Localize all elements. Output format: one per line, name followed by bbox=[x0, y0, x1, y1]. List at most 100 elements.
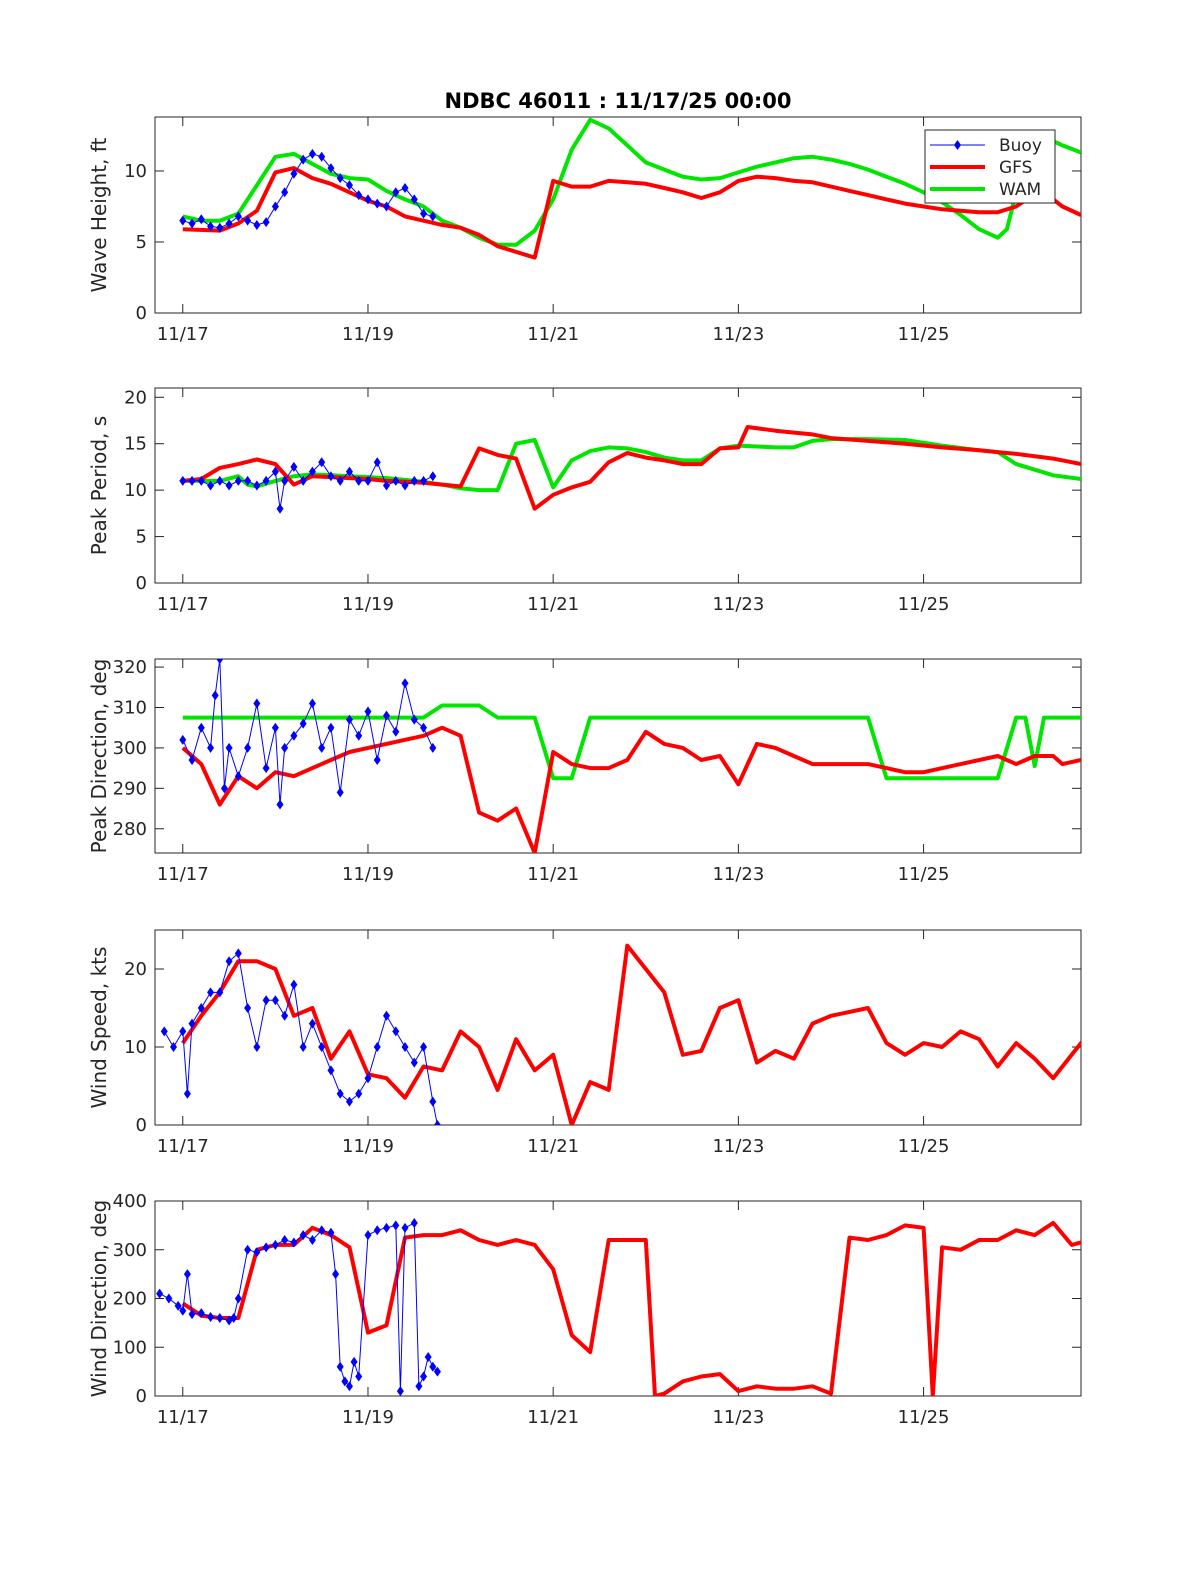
x-tick-label: 11/23 bbox=[712, 1407, 764, 1428]
x-tick-label: 11/21 bbox=[527, 1136, 579, 1157]
buoy-point bbox=[271, 722, 279, 733]
buoy-point bbox=[230, 1313, 238, 1323]
buoy-point bbox=[341, 1376, 349, 1387]
buoy-point bbox=[253, 480, 261, 491]
buoy-point bbox=[290, 979, 298, 990]
x-tick-label: 11/19 bbox=[342, 864, 394, 885]
y-axis-label: Wave Height, ft bbox=[87, 138, 111, 293]
buoy-point bbox=[401, 678, 409, 689]
buoy-point bbox=[207, 480, 215, 491]
buoy-point bbox=[179, 475, 187, 486]
y-tick-label: 10 bbox=[124, 1037, 147, 1058]
series-group bbox=[179, 659, 1081, 853]
buoy-point bbox=[401, 183, 409, 194]
gfs-series-line bbox=[182, 425, 1081, 511]
buoy-point bbox=[244, 1003, 252, 1013]
buoy-point bbox=[327, 163, 335, 174]
buoy-point bbox=[336, 173, 344, 184]
y-tick-label: 300 bbox=[113, 1240, 147, 1261]
legend-gfs-label: GFS bbox=[999, 158, 1032, 178]
buoy-point bbox=[345, 180, 353, 191]
buoy-point bbox=[225, 218, 233, 229]
buoy-point bbox=[420, 208, 428, 219]
y-tick-label: 320 bbox=[113, 657, 147, 678]
buoy-point bbox=[415, 1381, 423, 1392]
plot-area bbox=[154, 387, 1082, 584]
buoy-point bbox=[345, 714, 353, 725]
buoy-point bbox=[392, 187, 400, 198]
buoy-point bbox=[355, 475, 363, 486]
x-tick-label: 11/23 bbox=[712, 1136, 764, 1157]
buoy-point bbox=[183, 1088, 191, 1099]
x-tick-label: 11/19 bbox=[342, 1407, 394, 1428]
buoy-point bbox=[225, 956, 233, 967]
buoy-point bbox=[410, 714, 418, 725]
buoy-point bbox=[197, 214, 205, 225]
buoy-point bbox=[281, 1235, 289, 1245]
buoy-point bbox=[207, 987, 215, 998]
y-axis-label: Peak Direction, deg bbox=[87, 659, 111, 854]
buoy-point bbox=[220, 783, 228, 794]
x-tick-label: 11/17 bbox=[157, 864, 209, 885]
buoy-point bbox=[290, 1237, 298, 1248]
buoy-point bbox=[308, 1018, 316, 1029]
chart-title: NDBC 46011 : 11/17/25 00:00 bbox=[445, 89, 792, 113]
buoy-point bbox=[308, 698, 316, 709]
gfs-series-line bbox=[181, 943, 1081, 1125]
buoy-point bbox=[253, 1247, 261, 1258]
buoy-point bbox=[327, 471, 335, 482]
buoy-point bbox=[197, 1308, 205, 1319]
buoy-point bbox=[160, 1026, 168, 1037]
x-tick-label: 11/21 bbox=[527, 594, 579, 615]
x-tick-label: 11/17 bbox=[157, 1407, 209, 1428]
buoy-point bbox=[253, 1042, 261, 1052]
buoy-point bbox=[244, 475, 252, 486]
buoy-point bbox=[429, 471, 437, 482]
buoy-point bbox=[383, 710, 390, 721]
x-tick-label: 11/25 bbox=[898, 864, 950, 885]
buoy-point bbox=[355, 730, 363, 741]
buoy-point bbox=[345, 466, 353, 477]
buoy-point bbox=[197, 1003, 205, 1013]
buoy-point bbox=[364, 1073, 372, 1084]
legend-wam-label: WAM bbox=[999, 180, 1041, 200]
buoy-series-line bbox=[159, 1222, 438, 1392]
y-tick-label: 10 bbox=[124, 161, 147, 182]
buoy-point bbox=[216, 1313, 224, 1323]
buoy-point bbox=[383, 1010, 390, 1021]
x-tick-label: 11/23 bbox=[712, 324, 764, 345]
buoy-point bbox=[350, 1356, 358, 1367]
buoy-point bbox=[244, 742, 252, 753]
buoy-point bbox=[197, 722, 205, 733]
buoy-point bbox=[299, 1042, 307, 1052]
buoy-point bbox=[276, 503, 284, 514]
buoy-point bbox=[364, 706, 372, 717]
buoy-point bbox=[308, 466, 316, 477]
buoy-point bbox=[364, 475, 372, 486]
series-group bbox=[156, 1217, 1081, 1396]
x-tick-label: 11/17 bbox=[157, 594, 209, 615]
buoy-point bbox=[420, 475, 428, 486]
buoy-point bbox=[290, 461, 298, 472]
buoy-point bbox=[401, 1042, 409, 1052]
buoy-point bbox=[216, 475, 224, 486]
buoy-point bbox=[234, 771, 242, 782]
buoy-point bbox=[188, 755, 196, 766]
buoy-point bbox=[433, 1366, 441, 1377]
legend-buoy-label: Buoy bbox=[999, 136, 1042, 156]
buoy-point bbox=[308, 1235, 316, 1245]
buoy-point bbox=[211, 690, 219, 701]
x-tick-label: 11/21 bbox=[527, 324, 579, 345]
buoy-point bbox=[336, 1088, 344, 1099]
buoy-point bbox=[188, 475, 196, 486]
x-tick-label: 11/19 bbox=[342, 1136, 394, 1157]
y-tick-label: 290 bbox=[113, 778, 147, 799]
buoy-point bbox=[429, 211, 437, 222]
buoy-point bbox=[225, 480, 233, 491]
buoy-point bbox=[401, 480, 409, 491]
buoy-point bbox=[234, 948, 242, 959]
series-group bbox=[179, 425, 1081, 514]
buoy-series-line bbox=[182, 153, 433, 229]
buoy-point bbox=[373, 198, 381, 209]
